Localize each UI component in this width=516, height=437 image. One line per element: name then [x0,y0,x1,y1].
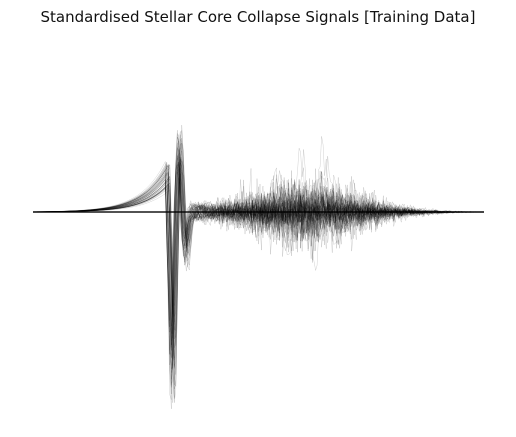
series-trace-27 [33,163,485,351]
series-trace-35 [33,150,485,348]
series-trace-46 [33,167,484,341]
series-trace-18 [33,140,485,380]
series-trace-14 [33,171,485,327]
series-trace-42 [33,125,485,403]
series-trace-36 [33,142,484,366]
series-trace-7 [32,154,485,369]
series-trace-0 [33,170,484,325]
series-trace-55 [33,164,485,320]
chart-title: Standardised Stellar Core Collapse Signa… [40,8,476,26]
series-trace-1 [33,162,485,348]
series-trace-40 [33,155,485,355]
series-trace-13 [32,136,485,308]
series-trace-22 [33,130,484,400]
series-trace-44 [33,150,485,373]
series-trace-31 [33,170,485,321]
series-trace-57 [33,159,485,355]
series-trace-59 [33,143,484,385]
series-trace-49 [33,131,485,403]
series-trace-51 [33,172,485,334]
series-trace-15 [32,145,484,384]
series-trace-43 [33,148,484,359]
series-trace-38 [33,163,485,311]
series-trace-21 [33,167,485,331]
series-trace-30 [33,163,485,315]
series-trace-16 [33,147,484,369]
series-trace-10 [33,143,485,375]
series-trace-23 [33,130,485,390]
series-trace-20 [33,159,485,360]
series-trace-3 [33,158,484,335]
series-trace-11 [33,164,485,317]
series-trace-56 [33,161,485,327]
series-trace-5 [33,134,484,398]
series-trace-52 [33,168,484,339]
series-trace-17 [33,156,484,340]
series-trace-34 [33,162,485,333]
series-trace-58 [33,156,484,365]
series-trace-47 [33,139,484,399]
series-trace-53 [33,160,485,346]
series-trace-4 [33,133,484,388]
series-trace-28 [33,137,484,409]
series-trace-2 [33,172,484,323]
series-trace-25 [33,142,484,387]
series-trace-6 [33,163,485,306]
series-trace-41 [33,152,484,361]
series-trace-54 [32,138,485,366]
series-trace-33 [33,164,484,346]
series-trace-48 [33,136,484,395]
series-trace-12 [33,148,485,370]
series-trace-24 [33,134,485,386]
series-trace-37 [33,155,485,360]
series-trace-29 [33,147,485,351]
